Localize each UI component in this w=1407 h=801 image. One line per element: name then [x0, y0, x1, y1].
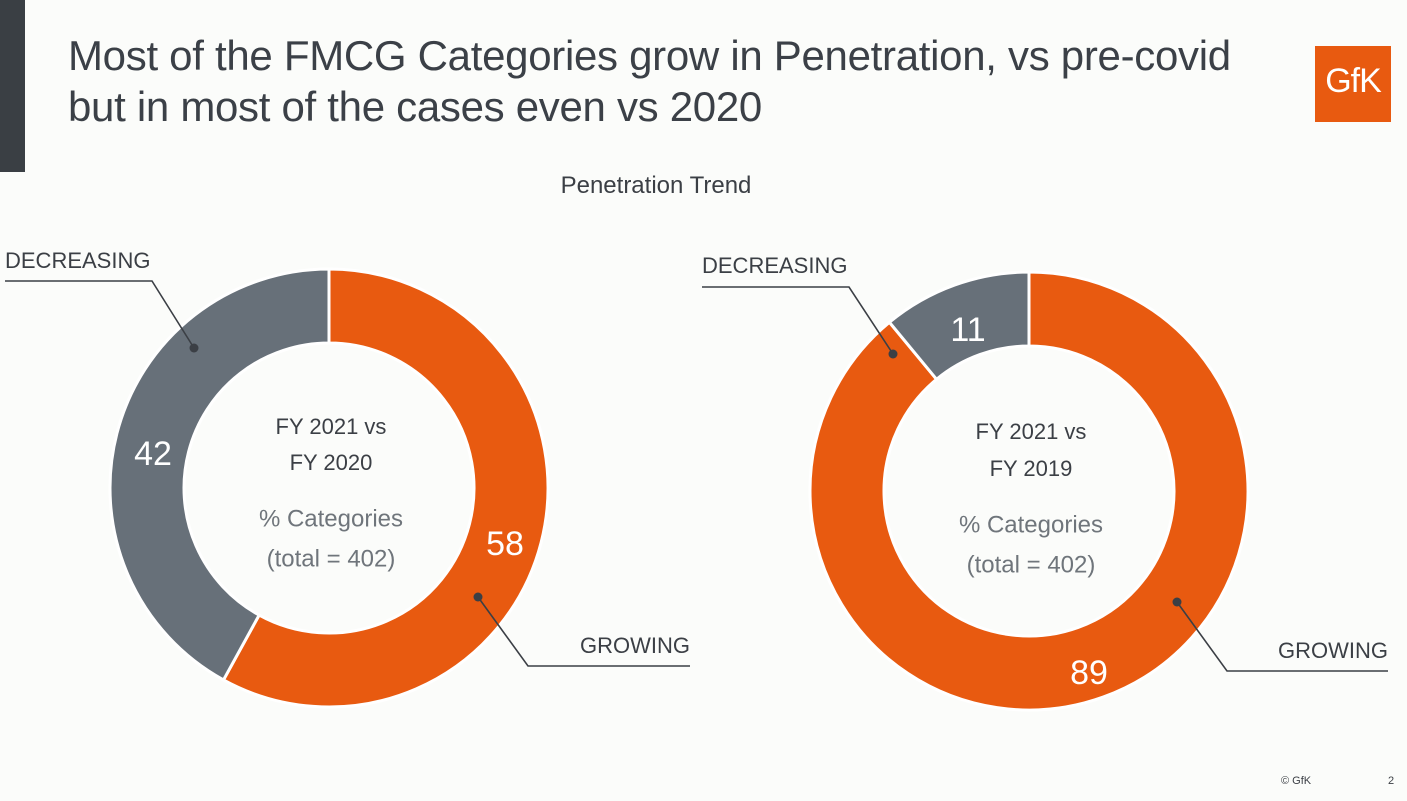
- donut2-category-label-decreasing: DECREASING: [702, 253, 847, 278]
- donut1-value-growing: 58: [486, 525, 524, 563]
- donut2-center-subtitle: (total = 402): [967, 551, 1096, 578]
- donut1-leader-growing: [477, 596, 690, 667]
- donut2-center-title: FY 2019: [990, 456, 1073, 481]
- slide-title: Most of the FMCG Categories grow in Pene…: [68, 32, 1231, 130]
- donut2-center-subtitle: % Categories: [959, 511, 1103, 538]
- donut1-center-title: FY 2021 vs: [276, 414, 387, 439]
- donut1-leader-dot-decreasing: [189, 343, 199, 353]
- page-number: 2: [1388, 775, 1395, 787]
- donut1-category-label-growing: GROWING: [580, 633, 690, 658]
- donut2-category-label-growing: GROWING: [1278, 638, 1388, 663]
- donut1-value-decreasing: 42: [134, 435, 172, 473]
- gfk-logo-icon: GfK: [1315, 46, 1391, 122]
- donut2-leader-decreasing: [702, 286, 894, 355]
- donut1-slice-growing: [221, 267, 550, 709]
- footer-copyright: © GfK: [1281, 775, 1312, 787]
- logo-text: GfK: [1325, 62, 1382, 100]
- donut1-slice-decreasing: [108, 267, 331, 682]
- donut1-leader-dot-growing: [473, 592, 483, 602]
- chart-title: Penetration Trend: [560, 172, 752, 199]
- donut1-category-label-decreasing: DECREASING: [5, 248, 150, 273]
- donut2-leader-dot-decreasing: [888, 349, 898, 359]
- donut2-slice-growing: [808, 270, 1250, 712]
- accent-bar: [0, 0, 25, 172]
- donut2-slice-decreasing: [887, 270, 1031, 382]
- donut1-center-subtitle: (total = 402): [267, 545, 396, 572]
- donut1-center-subtitle: % Categories: [259, 505, 403, 532]
- donut1-leader-decreasing: [5, 280, 195, 349]
- donut2-leader-growing: [1176, 601, 1388, 672]
- donut2-value-growing: 89: [1070, 654, 1108, 692]
- donut2-center-title: FY 2021 vs: [976, 419, 1087, 444]
- donut1-center-title: FY 2020: [290, 450, 373, 475]
- donut2-leader-dot-growing: [1172, 597, 1182, 607]
- donut2-value-decreasing: 11: [950, 311, 985, 349]
